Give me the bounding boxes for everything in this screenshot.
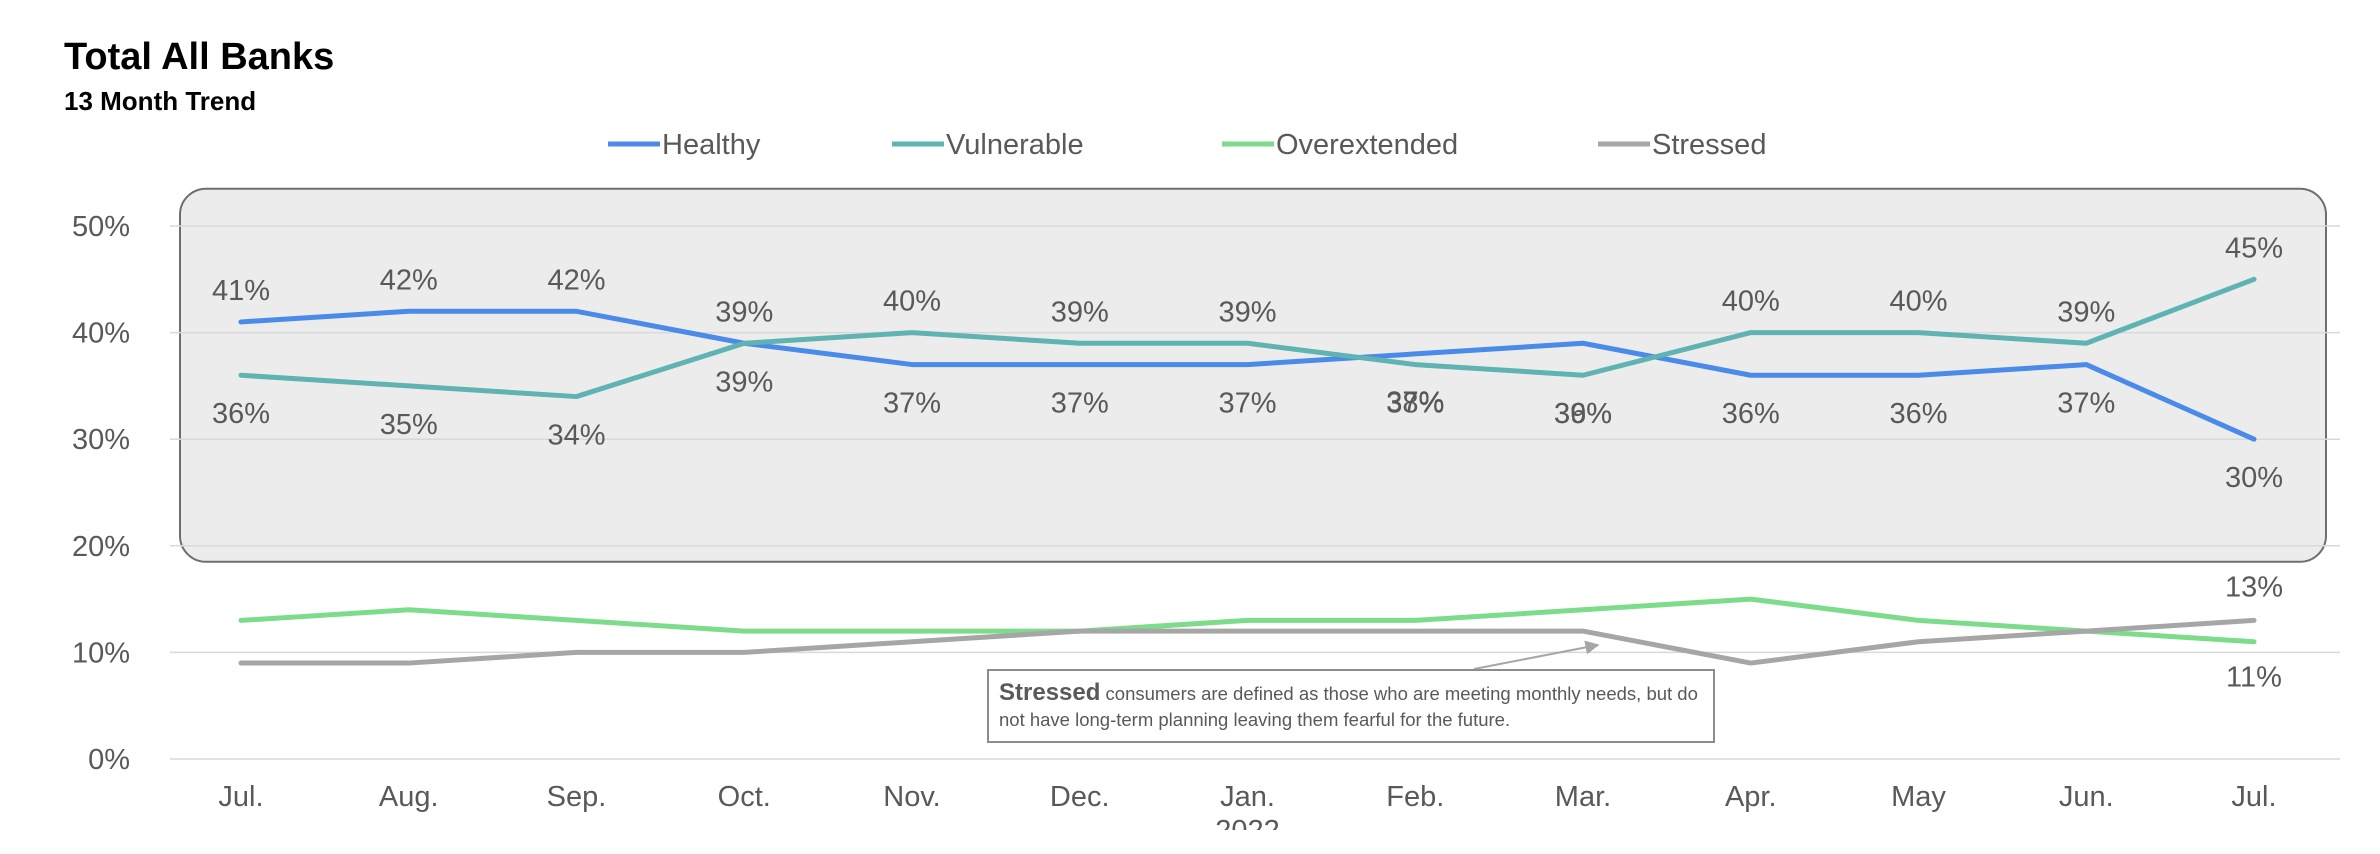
data-label-vulnerable: 39% — [1554, 398, 1612, 430]
data-label-vulnerable: 38% — [1386, 388, 1444, 420]
data-label-overextended: 11% — [2226, 662, 2282, 694]
stressed-definition-note: Stressed consumers are defined as those … — [987, 669, 1715, 743]
data-label-healthy: 39% — [715, 296, 773, 328]
x-tick-label: May — [1891, 781, 1946, 813]
x-tick-label: Dec. — [1050, 781, 1110, 813]
data-label-healthy: 36% — [1722, 398, 1780, 430]
y-tick-label: 50% — [72, 211, 130, 243]
data-label-healthy: 42% — [547, 264, 605, 296]
data-label-healthy: 42% — [380, 264, 438, 296]
data-label-healthy: 37% — [1051, 388, 1109, 420]
legend-label-healthy: Healthy — [662, 129, 761, 161]
x-tick-label: Jul. — [218, 781, 263, 813]
x-tick-year-label: 2022 — [1215, 815, 1280, 847]
chart-subtitle: 13 Month Trend — [64, 86, 257, 116]
data-label-vulnerable: 39% — [2057, 296, 2115, 328]
data-label-vulnerable: 39% — [715, 366, 773, 398]
data-label-vulnerable: 36% — [212, 398, 270, 430]
data-label-vulnerable: 35% — [380, 409, 438, 441]
data-label-healthy: 41% — [212, 275, 270, 307]
series-line-vulnerable — [238, 276, 2257, 400]
x-tick-label: Jun. — [2059, 781, 2114, 813]
series-line-overextended — [238, 596, 2257, 645]
data-label-vulnerable: 39% — [1051, 296, 1109, 328]
data-label-vulnerable: 40% — [883, 286, 941, 318]
y-tick-label: 0% — [88, 744, 130, 776]
data-label-healthy: 37% — [1386, 387, 1444, 419]
data-label-healthy: 30% — [2225, 462, 2283, 494]
y-tick-label: 40% — [72, 318, 130, 350]
data-label-vulnerable: 45% — [2225, 232, 2283, 264]
legend-label-overextended: Overextended — [1276, 129, 1458, 161]
data-label-vulnerable: 34% — [547, 420, 605, 452]
x-tick-label: Apr. — [1725, 781, 1777, 813]
legend-label-stressed: Stressed — [1652, 129, 1766, 161]
x-tick-label: Aug. — [379, 781, 439, 813]
x-tick-label: Sep. — [547, 781, 607, 813]
y-tick-label: 30% — [72, 424, 130, 456]
data-label-healthy: 37% — [2057, 388, 2115, 420]
x-tick-label: Oct. — [718, 781, 771, 813]
data-label-healthy: 37% — [1218, 388, 1276, 420]
data-label-healthy: 36% — [1554, 398, 1612, 430]
data-label-stressed: 13% — [2225, 571, 2283, 603]
series-line-healthy — [238, 308, 2257, 442]
data-label-vulnerable: 39% — [1218, 296, 1276, 328]
data-label-healthy: 36% — [1889, 398, 1947, 430]
note-pointer-arrow — [1473, 640, 1600, 670]
x-tick-label: Jul. — [2231, 781, 2276, 813]
note-text: consumers are defined as those who are m… — [999, 683, 1698, 730]
x-tick-label: Nov. — [883, 781, 940, 813]
y-tick-label: 20% — [72, 531, 130, 563]
chart-title: Total All Banks — [64, 36, 335, 78]
x-tick-label: Jan. — [1220, 781, 1275, 813]
data-label-healthy: 37% — [883, 388, 941, 420]
x-tick-label: Feb. — [1386, 781, 1444, 813]
y-tick-label: 10% — [72, 637, 130, 669]
legend-label-vulnerable: Vulnerable — [946, 129, 1084, 161]
highlight-band — [179, 187, 2327, 563]
x-tick-label: Mar. — [1555, 781, 1611, 813]
series-line-stressed — [238, 617, 2257, 666]
data-label-vulnerable: 40% — [1889, 286, 1947, 318]
note-bold-term: Stressed — [999, 679, 1101, 706]
data-label-vulnerable: 40% — [1722, 286, 1780, 318]
